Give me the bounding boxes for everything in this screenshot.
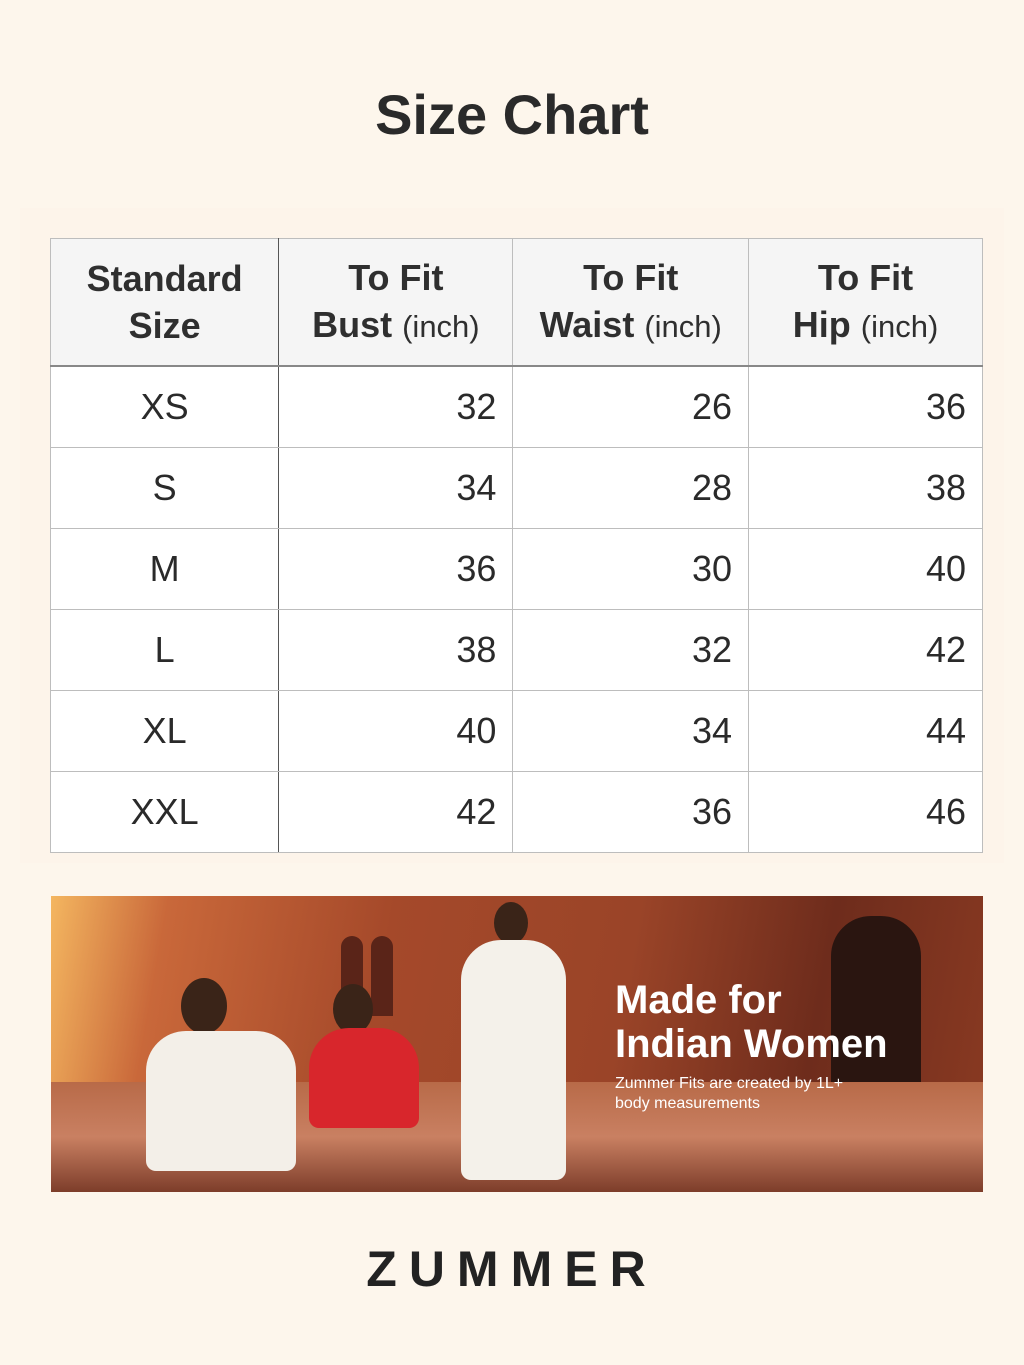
hip-cell: 42	[748, 609, 983, 691]
waist-cell: 26	[512, 365, 750, 448]
bust-cell: 34	[278, 447, 514, 529]
header-bust: To Fit Bust (inch)	[278, 238, 514, 367]
model-head	[181, 978, 227, 1034]
hip-cell: 36	[748, 365, 983, 448]
model-seated-red	[309, 1028, 419, 1128]
model-head	[333, 984, 373, 1034]
header-hip: To Fit Hip (inch)	[748, 238, 983, 367]
brand-logo: ZUMMER	[366, 1241, 658, 1297]
table-header-row: Standard Size To Fit Bust (inch) To Fit Wai…	[49, 238, 983, 367]
waist-cell: 30	[512, 528, 750, 610]
table-row: XL 40 34 44	[49, 690, 983, 772]
size-cell: M	[49, 528, 280, 610]
size-cell: S	[49, 447, 280, 529]
table-row: M 36 30 40	[49, 528, 983, 610]
model-seated-white	[146, 1031, 296, 1171]
banner-subtext: Zummer Fits are created by 1L+ body measu…	[615, 1075, 844, 1112]
size-cell: XS	[49, 365, 280, 448]
bust-cell: 36	[278, 528, 514, 610]
doorway	[831, 916, 921, 1086]
bust-cell: 32	[278, 365, 514, 448]
banner-text: Made for Indian Women Zummer Fits are cre…	[615, 978, 888, 1114]
header-waist: To Fit Waist (inch)	[512, 238, 750, 367]
waist-cell: 34	[512, 690, 750, 772]
table-row: XS 32 26 36	[49, 365, 983, 448]
hip-cell: 38	[748, 447, 983, 529]
size-cell: XXL	[49, 771, 280, 853]
size-cell: L	[49, 609, 280, 691]
model-standing-white	[461, 940, 566, 1180]
waist-cell: 32	[512, 609, 750, 691]
banner-heading: Made for Indian Women	[615, 978, 888, 1066]
table-row: L 38 32 42	[49, 609, 983, 691]
table-row: XXL 42 36 46	[49, 771, 983, 853]
waist-cell: 36	[512, 771, 750, 853]
page-title: Size Chart	[375, 83, 649, 146]
waist-cell: 28	[512, 447, 750, 529]
promo-banner: Made for Indian Women Zummer Fits are cre…	[51, 896, 983, 1192]
model-head	[494, 902, 528, 944]
arch	[371, 936, 393, 1016]
size-chart-table: Standard Size To Fit Bust (inch) To Fit Wai…	[49, 238, 983, 853]
hip-cell: 44	[748, 690, 983, 772]
bust-cell: 42	[278, 771, 514, 853]
size-cell: XL	[49, 690, 280, 772]
bust-cell: 38	[278, 609, 514, 691]
table-row: S 34 28 38	[49, 447, 983, 529]
hip-cell: 40	[748, 528, 983, 610]
hip-cell: 46	[748, 771, 983, 853]
bust-cell: 40	[278, 690, 514, 772]
header-standard-size: Standard Size	[49, 238, 280, 367]
